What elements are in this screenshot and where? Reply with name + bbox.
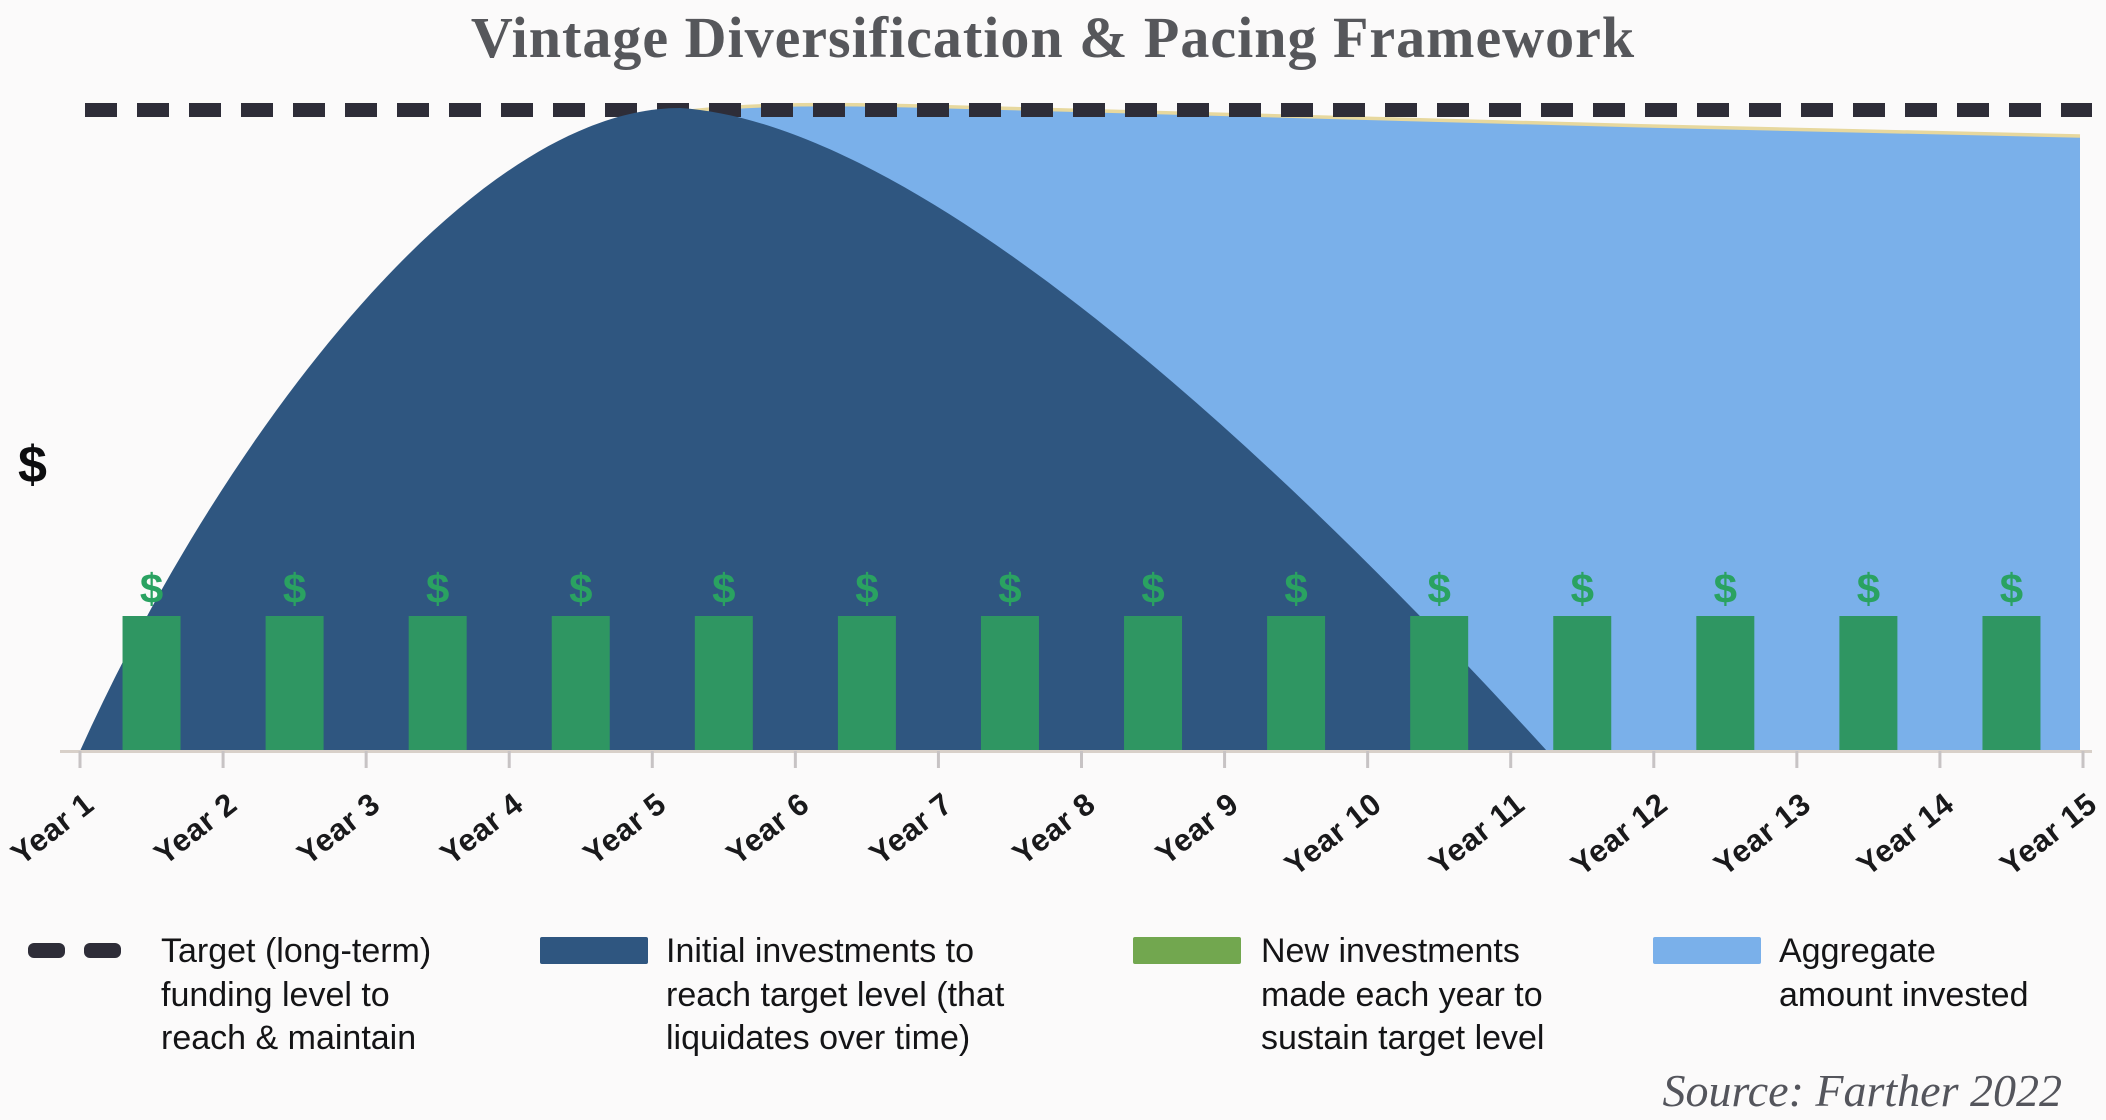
x-axis-label: Year 8: [1006, 786, 1102, 872]
legend-item-initial: Initial investments to reach target leve…: [540, 930, 1004, 1061]
x-axis-label: Year 13: [1707, 786, 1817, 883]
x-axis-label: Year 7: [863, 786, 959, 872]
x-axis-label: Year 3: [291, 786, 387, 872]
x-axis-label: Year 5: [577, 786, 673, 872]
new-investment-bar: [1267, 616, 1326, 751]
new-investment-bar: [1839, 616, 1898, 751]
new-investment-bars: $ $ $ $ $ $ $ $ $ $ $ $ $ $: [122, 565, 2041, 751]
bar-dollar-mark: $: [1427, 565, 1450, 612]
legend-item-aggregate: Aggregate amount invested: [1653, 930, 2029, 1017]
bar-dollar-mark: $: [1857, 565, 1880, 612]
x-axis-label: Year 4: [434, 786, 530, 872]
bar-dollar-mark: $: [283, 565, 306, 612]
new-investments-swatch-icon: [1133, 937, 1241, 964]
new-investment-bar: [122, 616, 181, 751]
x-axis-label: Year 15: [1993, 786, 2103, 883]
legend-label-target: Target (long-term) funding level to reac…: [161, 932, 432, 1058]
new-investment-bar: [1696, 616, 1755, 751]
new-investment-bar: [1410, 616, 1469, 751]
legend-item-target: Target (long-term) funding level to reac…: [28, 930, 431, 1061]
bar-dollar-mark: $: [712, 565, 735, 612]
new-investment-bar: [1553, 616, 1612, 751]
initial-investments-area: [80, 108, 1547, 751]
x-axis-label: Year 2: [147, 786, 243, 872]
bar-dollar-mark: $: [426, 565, 449, 612]
legend-label-initial: Initial investments to reach target leve…: [666, 932, 1005, 1058]
new-investment-bar: [551, 616, 610, 751]
chart-title: Vintage Diversification & Pacing Framewo…: [470, 5, 1636, 70]
source-note: Source: Farther 2022: [1662, 1065, 2062, 1116]
x-axis-label: Year 6: [720, 786, 816, 872]
new-investment-bar: [837, 616, 896, 751]
x-axis-label: Year 14: [1850, 786, 1960, 883]
new-investment-bar: [1124, 616, 1183, 751]
legend-label-new: New investments made each year to sustai…: [1261, 932, 1545, 1058]
new-investment-bar: [694, 616, 753, 751]
bar-dollar-mark: $: [855, 565, 878, 612]
target-dash-swatch-icon: [28, 943, 121, 958]
new-investment-bar: [265, 616, 324, 751]
x-axis-label: Year 1: [4, 786, 100, 872]
bar-dollar-mark: $: [1571, 565, 1594, 612]
x-axis-labels: Year 1 Year 2 Year 3 Year 4 Year 5 Year 6 Year…: [4, 786, 2103, 883]
bar-dollar-mark: $: [998, 565, 1021, 612]
bar-dollar-mark: $: [2000, 565, 2023, 612]
bar-dollar-mark: $: [1714, 565, 1737, 612]
bar-dollar-mark: $: [1284, 565, 1307, 612]
new-investment-bar: [408, 616, 467, 751]
legend-item-new: New investments made each year to sustai…: [1133, 930, 1545, 1061]
x-axis-ticks: [78, 751, 2085, 768]
y-axis-dollar-label: $: [18, 436, 47, 494]
bar-dollar-mark: $: [569, 565, 592, 612]
initial-swatch-icon: [540, 937, 648, 964]
x-axis-label: Year 9: [1149, 786, 1245, 872]
x-axis-label: Year 11: [1422, 786, 1531, 882]
bar-dollar-mark: $: [140, 565, 163, 612]
aggregate-swatch-icon: [1653, 937, 1761, 964]
x-axis-label: Year 10: [1278, 786, 1388, 883]
x-axis-label: Year 12: [1564, 786, 1674, 883]
new-investment-bar: [1982, 616, 2041, 751]
new-investment-bar: [980, 616, 1039, 751]
bar-dollar-mark: $: [1141, 565, 1164, 612]
legend-label-aggregate: Aggregate amount invested: [1779, 932, 2029, 1014]
